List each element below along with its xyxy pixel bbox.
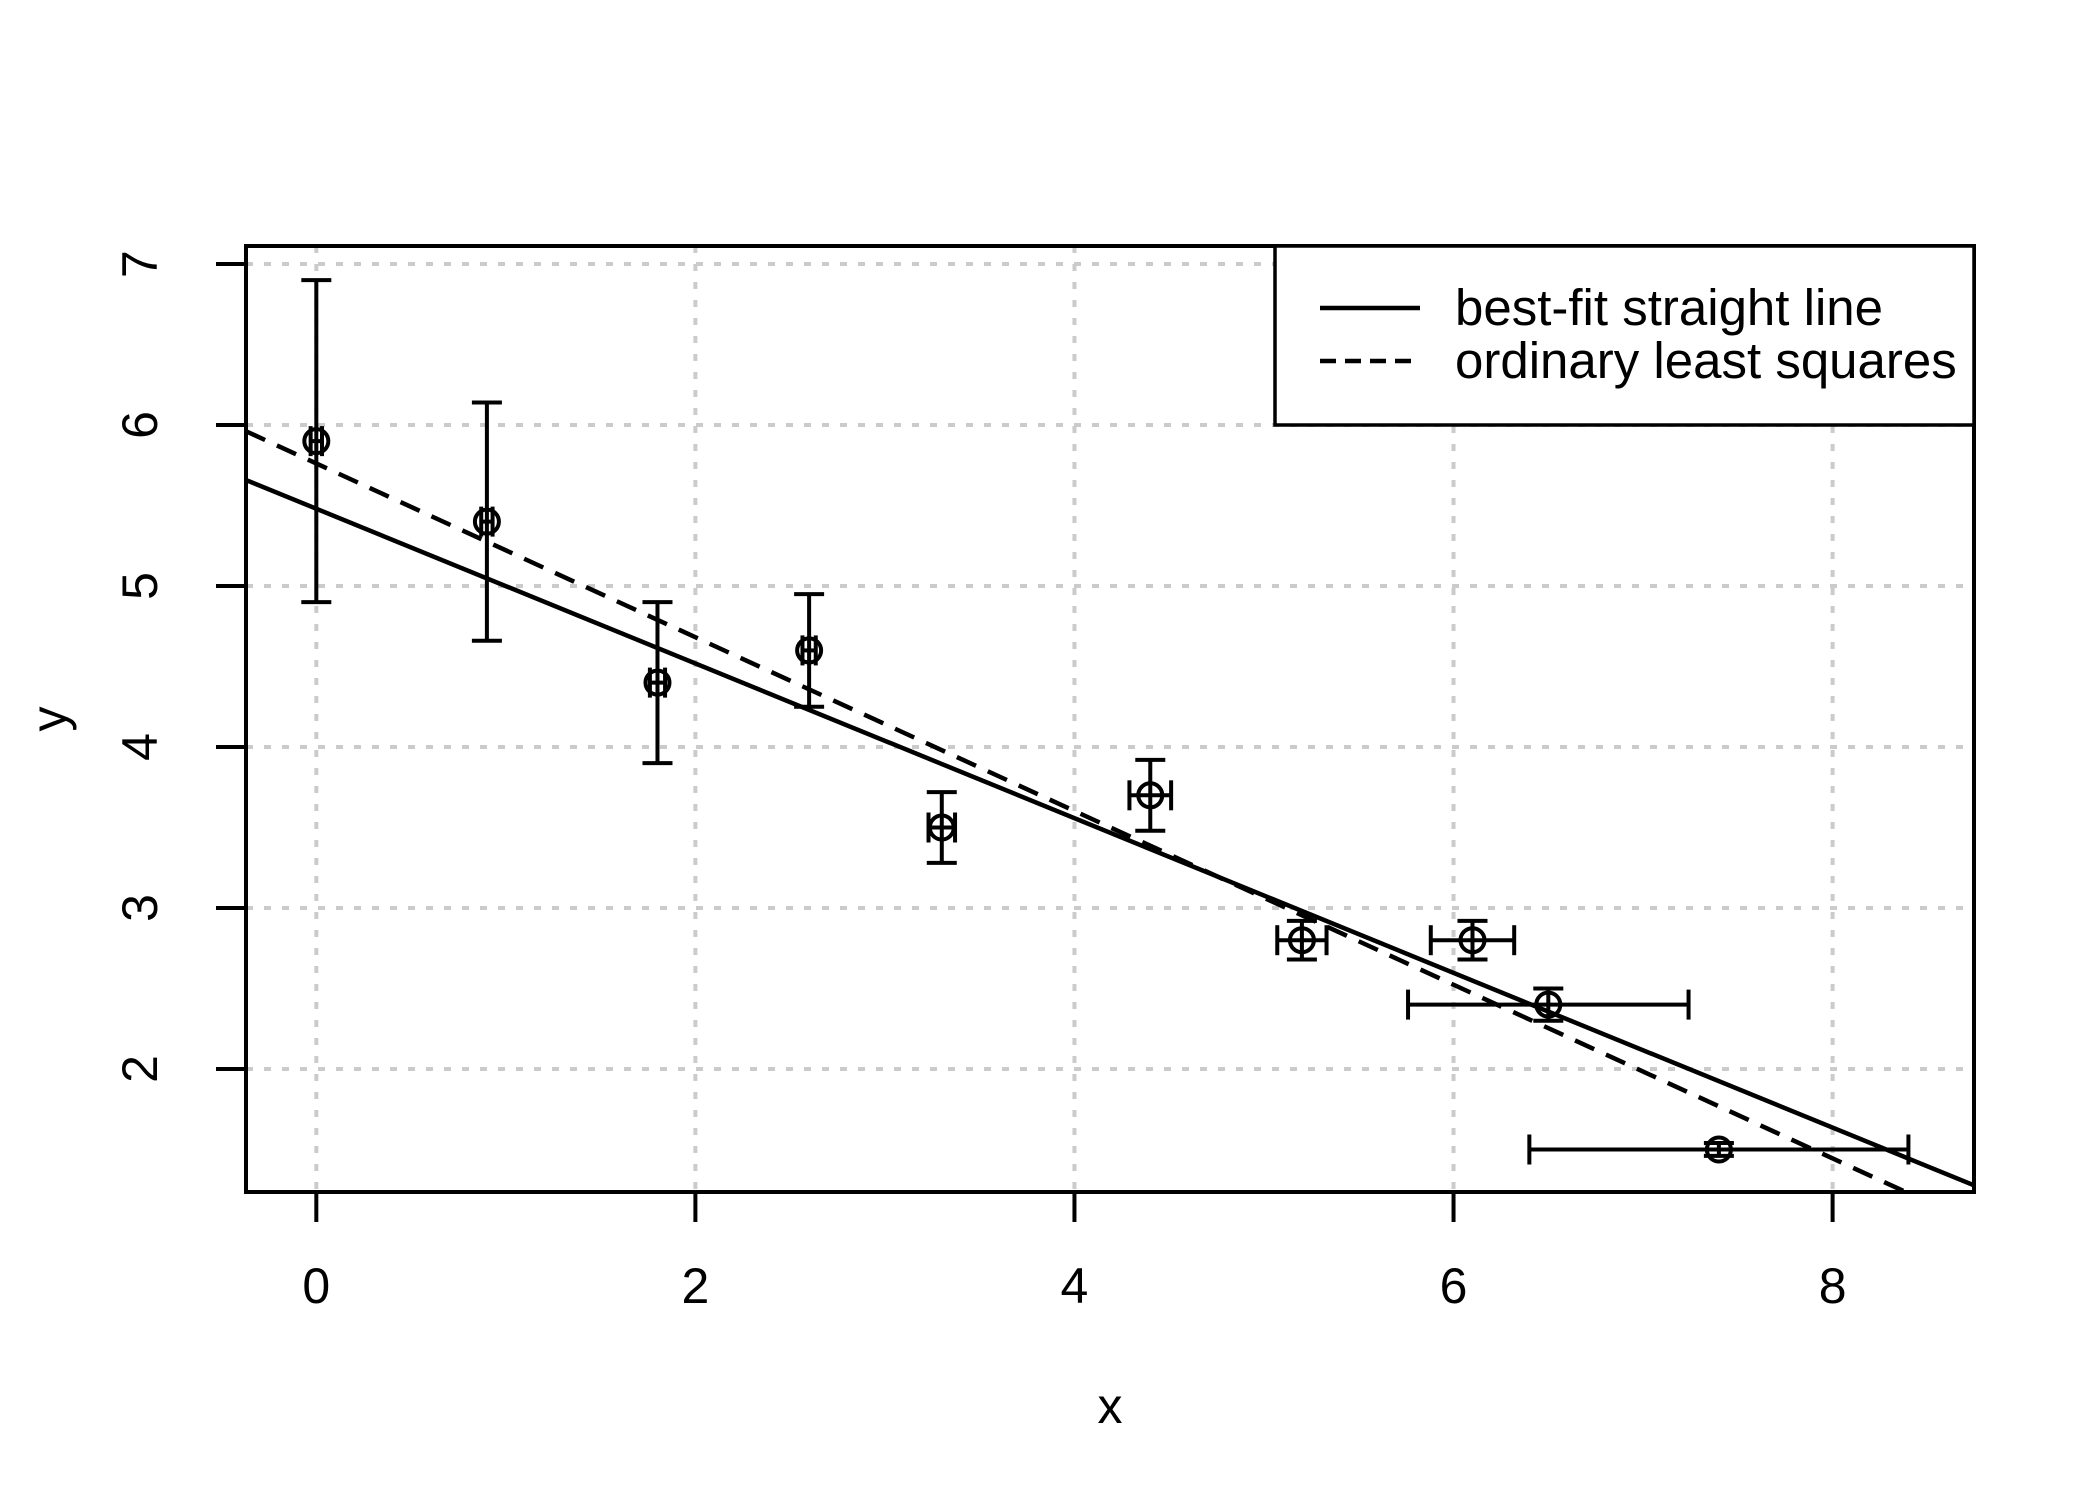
plot-border bbox=[244, 244, 1976, 1194]
data-point bbox=[1428, 918, 1517, 962]
grid-layer bbox=[246, 246, 1974, 1192]
point-marker-circle bbox=[472, 507, 501, 536]
x-axis-tick-label: 6 bbox=[1440, 1258, 1468, 1314]
point-marker-circle bbox=[795, 636, 824, 665]
best-fit-line bbox=[245, 477, 1975, 1188]
y-axis-tick-label: 7 bbox=[112, 250, 168, 278]
point-marker-circle bbox=[1136, 781, 1165, 810]
point-marker-circle bbox=[1458, 926, 1487, 955]
legend-label: best-fit straight line bbox=[1455, 279, 1883, 336]
data-point bbox=[1127, 757, 1174, 833]
point-marker-circle bbox=[1704, 1135, 1733, 1164]
y-axis-tick-label: 5 bbox=[112, 572, 168, 600]
data-point bbox=[642, 600, 673, 766]
data-point bbox=[301, 278, 332, 605]
y-axis-tick-label: 6 bbox=[112, 411, 168, 439]
y-axis-tick-label: 2 bbox=[112, 1055, 168, 1083]
data-point bbox=[1406, 986, 1691, 1023]
data-point bbox=[1275, 918, 1329, 962]
point-marker-circle bbox=[302, 427, 331, 456]
data-points-layer bbox=[301, 278, 1911, 1165]
fit-lines-layer bbox=[245, 429, 1975, 1195]
point-marker-circle bbox=[1534, 990, 1563, 1019]
x-axis-title: x bbox=[1098, 1378, 1123, 1434]
y-axis-tick-label: 4 bbox=[112, 733, 168, 761]
point-marker-circle bbox=[927, 813, 956, 842]
axes-layer: 0 2 4 6 8 2 3 4 5 6 7 bbox=[112, 244, 1976, 1314]
x-axis-tick-label: 4 bbox=[1061, 1258, 1089, 1314]
point-marker-circle bbox=[1287, 926, 1316, 955]
legend-label: ordinary least squares bbox=[1455, 332, 1957, 389]
data-point bbox=[794, 592, 825, 709]
data-point bbox=[1527, 1134, 1911, 1165]
x-axis-tick-label: 0 bbox=[302, 1258, 330, 1314]
data-point bbox=[471, 400, 502, 643]
x-axis-tick-label: 8 bbox=[1819, 1258, 1847, 1314]
data-point bbox=[926, 790, 958, 865]
point-marker-circle bbox=[643, 668, 672, 697]
y-axis-title: y bbox=[21, 707, 77, 732]
y-axis-tick-label: 3 bbox=[112, 894, 168, 922]
legend-box bbox=[1273, 244, 1976, 427]
x-axis-tick-label: 2 bbox=[681, 1258, 709, 1314]
